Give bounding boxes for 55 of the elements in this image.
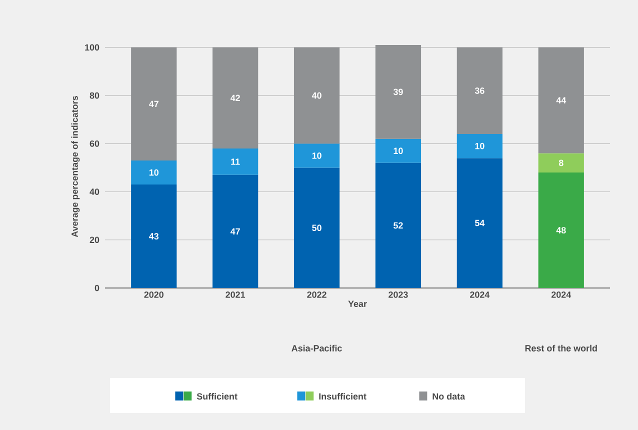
data-label: 36: [474, 88, 484, 94]
y-tick-label: 80: [90, 92, 100, 99]
bar: [294, 47, 340, 144]
bar: [294, 144, 340, 168]
data-label: 50: [312, 224, 322, 232]
bar: [375, 138, 422, 163]
x-tick-label: 2024: [551, 292, 572, 298]
bar: [538, 153, 584, 173]
data-label: 8: [558, 160, 564, 166]
data-label: 10: [394, 148, 403, 154]
bar: [131, 47, 177, 160]
data-label: 43: [149, 233, 159, 240]
bar: [456, 134, 502, 158]
bar: [294, 168, 340, 288]
bar: [131, 160, 177, 185]
y-axis-title: Average percentage of indicators: [71, 96, 80, 238]
data-label: 10: [475, 142, 484, 150]
data-label: 11: [231, 158, 240, 165]
y-tick-label: 40: [90, 188, 100, 195]
y-tick-label: 100: [85, 44, 100, 51]
bar: [131, 184, 177, 288]
data-label: 54: [474, 220, 485, 226]
y-tick-label: 20: [90, 236, 100, 244]
data-label: 10: [312, 152, 322, 159]
data-label: 44: [556, 97, 566, 104]
data-label: 40: [312, 92, 322, 99]
bar: [538, 172, 584, 288]
data-label: 48: [556, 227, 566, 234]
text: Asia-Pacific: [292, 344, 342, 352]
y-tick-label: 60: [90, 140, 100, 147]
bar: [456, 47, 502, 134]
bar: [456, 158, 502, 288]
bar: [212, 148, 258, 175]
bar: [375, 162, 422, 288]
bar: [212, 47, 258, 148]
bar: [538, 47, 584, 154]
data-label: 10: [149, 169, 158, 176]
data-label: 42: [230, 94, 240, 102]
y-tick-label: 0: [94, 284, 100, 292]
x-axis-title: Year: [348, 300, 367, 307]
data-label: 47: [149, 100, 158, 108]
legend-label: Insufficient: [319, 392, 366, 400]
legend-label: Sufficient: [196, 392, 238, 400]
x-tick-label: 2022: [307, 292, 326, 298]
x-tick-label: 2023: [388, 292, 408, 298]
data-label: 47: [230, 228, 240, 235]
legend-label: No data: [432, 392, 466, 400]
data-label: 52: [394, 222, 403, 229]
x-tick-label: 2024: [470, 292, 490, 298]
x-tick-label: 2020: [144, 292, 164, 298]
x-tick-label: 2021: [226, 292, 246, 298]
data-label: 39: [393, 88, 403, 96]
bar: [212, 174, 258, 288]
bar: [375, 44, 422, 139]
text: Rest of the world: [525, 344, 597, 352]
